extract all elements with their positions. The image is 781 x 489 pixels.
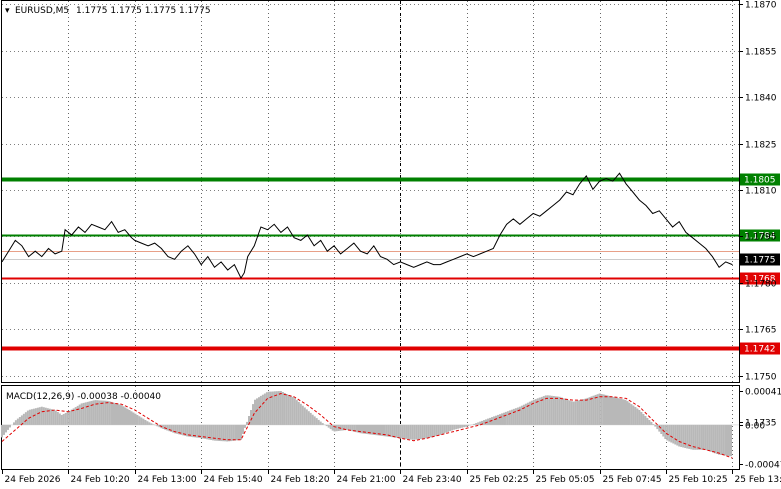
time-axis-tick-label: 24 Feb 23:40: [403, 475, 462, 485]
time-axis-tick-label: 25 Feb 05:05: [536, 475, 595, 485]
ohlc-readout: 1.1775 1.1775 1.1775 1.1775: [76, 6, 211, 16]
level-lines: 1.1805 1.1784 1.1768 1.1742 1.1775: [2, 173, 780, 355]
time-axis-tick-label: 25 Feb 02:25: [470, 475, 529, 485]
macd-axis-tick-label: 0.00041: [745, 388, 781, 398]
level-price-tag: [740, 342, 780, 355]
price-axis-tick-label: 1.1750: [745, 373, 777, 383]
macd-signal-line: [1, 392, 733, 459]
time-axis-tick-label: 24 Feb 18:20: [271, 475, 330, 485]
time-axis-tick-label: 25 Feb 13:05: [735, 475, 781, 485]
macd-indicator: [1, 391, 739, 459]
price-axis-tick-label: 1.1810: [745, 187, 777, 197]
symbol-info: EURUSD,M5: [15, 6, 69, 16]
price-panel: [1, 0, 740, 383]
macd-label: MACD(12,26,9) -0.00038 -0.00040: [6, 392, 161, 402]
price-series: [1, 172, 733, 280]
time-axis-tick-label: 24 Feb 10:20: [71, 475, 130, 485]
price-axis-tick-label: 1.1840: [745, 94, 777, 104]
level-price-label: 1.1742: [744, 345, 776, 355]
time-axis-tick-label: 24 Feb 13:00: [138, 475, 197, 485]
time-axis-tick-label: 25 Feb 10:25: [669, 475, 728, 485]
time-axis-tick-label: 24 Feb 2026: [5, 475, 61, 485]
price-axis-tick-label: 1.1735: [745, 419, 777, 429]
price-axis-tick-label: 1.1780: [745, 280, 777, 290]
current-price-tag: [740, 253, 780, 266]
level-price-tag: [740, 229, 780, 242]
price-axis-tick-label: 1.1765: [745, 326, 777, 336]
macd-axis-tick-label: 0.00: [745, 422, 765, 432]
time-axis-tick-label: 25 Feb 07:45: [603, 475, 662, 485]
price-axis-tick-label: 1.1825: [745, 141, 777, 151]
macd-axis-tick-label: -0.00047: [745, 461, 781, 471]
level-price-tag: [740, 173, 780, 186]
symbol-dropdown-icon[interactable]: ▾: [5, 6, 10, 16]
level-price-tag: [740, 272, 780, 285]
level-price-label: 1.1805: [744, 176, 776, 186]
price-axis-tick-label: 1.1870: [745, 1, 777, 11]
price-axis-tick-label: 1.1855: [745, 48, 777, 58]
time-axis-tick-label: 24 Feb 15:40: [204, 475, 263, 485]
level-price-label: 1.1784: [744, 232, 776, 242]
time-axis-tick-label: 24 Feb 21:00: [337, 475, 396, 485]
price-axis-tick-label: 1.1795: [745, 233, 777, 243]
current-price-label: 1.1775: [744, 256, 776, 266]
level-price-label: 1.1768: [744, 275, 776, 285]
price-line: [1, 172, 733, 280]
